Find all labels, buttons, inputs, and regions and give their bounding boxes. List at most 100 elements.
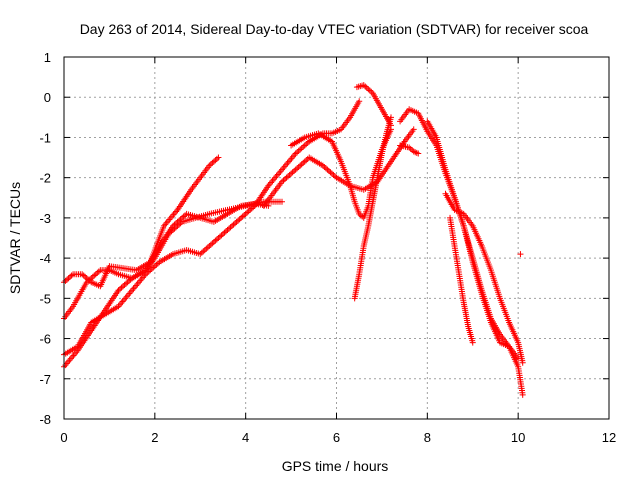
data-point xyxy=(303,141,310,148)
grid-lines xyxy=(64,57,609,419)
data-point xyxy=(216,233,223,240)
data-point xyxy=(241,212,248,219)
data-point xyxy=(82,273,89,280)
data-point xyxy=(174,218,181,225)
data-point xyxy=(171,221,178,228)
data-point xyxy=(291,167,298,174)
data-point xyxy=(330,171,337,178)
data-point xyxy=(207,241,214,248)
x-tick-label: 4 xyxy=(242,430,249,445)
data-point xyxy=(209,240,216,247)
series-track-11 xyxy=(424,118,522,362)
data-point xyxy=(295,163,302,170)
data-point xyxy=(209,159,216,166)
x-axis-label: GPS time / hours xyxy=(282,458,389,474)
series-track-13 xyxy=(447,214,476,346)
y-tick-label: -1 xyxy=(39,130,51,145)
data-point xyxy=(213,155,220,162)
data-point xyxy=(297,146,304,153)
data-point xyxy=(230,221,237,228)
y-tick-label: -8 xyxy=(39,412,51,427)
y-tick-label: -7 xyxy=(39,372,51,387)
data-point xyxy=(62,277,69,284)
data-point xyxy=(327,169,334,176)
x-tick-label: 2 xyxy=(151,430,158,445)
data-point xyxy=(117,285,124,292)
data-point xyxy=(91,272,98,279)
x-tick-label: 6 xyxy=(333,430,340,445)
data-point xyxy=(301,158,308,165)
data-point xyxy=(288,170,295,177)
data-point xyxy=(224,226,231,233)
data-point xyxy=(94,269,101,276)
data-point xyxy=(212,157,219,164)
data-point xyxy=(229,222,236,229)
data-point xyxy=(222,228,229,235)
series-track-8 xyxy=(353,82,394,129)
data-point xyxy=(289,169,296,176)
data-point xyxy=(86,276,93,283)
y-axis-label: SDTVAR / TECUs xyxy=(7,182,23,294)
data-point xyxy=(213,236,220,243)
data-point xyxy=(294,165,301,172)
data-point xyxy=(126,277,133,284)
y-tick-label: -5 xyxy=(39,291,51,306)
data-point xyxy=(519,391,526,398)
data-point xyxy=(300,159,307,166)
data-point xyxy=(298,145,305,152)
data-point xyxy=(410,126,417,133)
data-point xyxy=(282,176,289,183)
data-point xyxy=(519,359,526,366)
y-tick-label: 1 xyxy=(44,50,51,65)
data-point xyxy=(226,225,233,232)
y-tick-label: -4 xyxy=(39,251,51,266)
data-point xyxy=(118,284,125,291)
series-track-4 xyxy=(61,200,272,370)
data-point xyxy=(210,158,217,165)
data-point xyxy=(121,281,128,288)
data-point xyxy=(120,283,127,290)
data-point xyxy=(301,142,308,149)
y-tick-label: 0 xyxy=(44,90,51,105)
data-point xyxy=(244,209,251,216)
data-point xyxy=(176,217,183,224)
series-track-7 xyxy=(351,114,394,302)
data-point xyxy=(215,154,222,161)
series-track-5 xyxy=(260,126,417,209)
data-point xyxy=(239,213,246,220)
data-point xyxy=(279,198,285,205)
data-point xyxy=(204,244,211,251)
data-point xyxy=(236,216,243,223)
data-point xyxy=(68,272,75,279)
data-point xyxy=(89,273,96,280)
data-point xyxy=(328,170,335,177)
data-point xyxy=(207,161,214,168)
data-point xyxy=(201,247,208,254)
data-point xyxy=(182,212,189,219)
data-point xyxy=(388,114,394,121)
data-point xyxy=(324,166,331,173)
data-point xyxy=(221,229,228,236)
data-point xyxy=(325,167,332,174)
x-tick-label: 8 xyxy=(424,430,431,445)
y-tick-label: -3 xyxy=(39,211,51,226)
data-point xyxy=(298,161,305,168)
series-track-12 xyxy=(442,190,526,366)
data-point xyxy=(297,162,304,169)
data-point xyxy=(235,217,242,224)
data-point xyxy=(365,86,372,93)
y-tick-label: -2 xyxy=(39,171,51,186)
series-track-3 xyxy=(61,98,363,358)
data-point xyxy=(210,239,217,246)
data-point xyxy=(300,143,307,150)
y-tick-label: -6 xyxy=(39,332,51,347)
data-point xyxy=(362,83,369,90)
data-point xyxy=(173,220,180,227)
data-point xyxy=(469,339,476,346)
x-tick-label: 12 xyxy=(602,430,616,445)
series-track-1 xyxy=(61,154,222,290)
data-point xyxy=(67,273,74,280)
x-tick-label: 10 xyxy=(511,430,525,445)
data-point xyxy=(123,280,130,287)
